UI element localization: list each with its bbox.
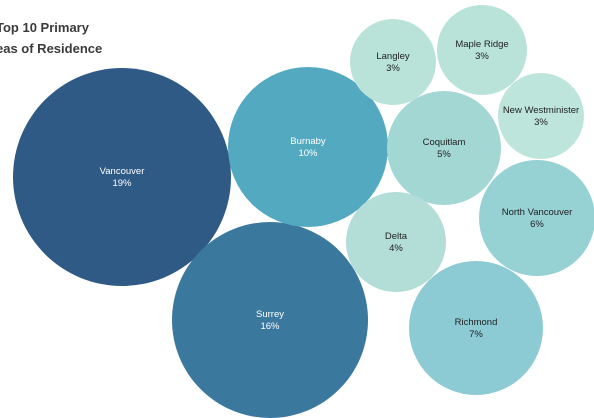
bubble-vancouver (13, 68, 231, 286)
bubble-richmond (409, 261, 543, 395)
bubble-north-vancouver (479, 160, 594, 276)
bubble-value-delta: 4% (389, 243, 403, 254)
bubble-coquitlam (387, 91, 501, 205)
chart-title-line-1: Top 10 Primary (0, 20, 90, 35)
chart-title: Top 10 Primary eas of Residence (0, 20, 102, 56)
bubble-name-surrey: Surrey (256, 309, 284, 320)
bubble-name-new-westminister: New Westminister (503, 105, 579, 116)
bubble-surrey (172, 222, 368, 418)
bubble-value-new-westminister: 3% (534, 117, 548, 128)
bubble-delta (346, 192, 446, 292)
chart-title-line-2: eas of Residence (0, 41, 102, 56)
bubble-value-maple-ridge: 3% (475, 51, 489, 62)
bubble-value-vancouver: 19% (112, 178, 132, 189)
bubble-name-vancouver: Vancouver (100, 166, 145, 177)
bubble-value-richmond: 7% (469, 329, 483, 340)
bubble-value-burnaby: 10% (298, 148, 318, 159)
bubble-name-delta: Delta (385, 231, 408, 242)
bubble-name-coquitlam: Coquitlam (423, 137, 466, 148)
bubble-value-coquitlam: 5% (437, 149, 451, 160)
bubble-new-westminister (498, 73, 584, 159)
bubble-value-surrey: 16% (260, 321, 280, 332)
bubble-name-north-vancouver: North Vancouver (502, 207, 573, 218)
bubble-name-langley: Langley (376, 51, 410, 62)
bubble-value-north-vancouver: 6% (530, 219, 544, 230)
bubble-value-langley: 3% (386, 63, 400, 74)
bubble-maple-ridge (437, 5, 527, 95)
bubble-name-richmond: Richmond (455, 317, 498, 328)
bubble-name-maple-ridge: Maple Ridge (455, 39, 508, 50)
bubble-langley (350, 19, 436, 105)
bubble-burnaby (228, 67, 388, 227)
bubble-name-burnaby: Burnaby (290, 136, 326, 147)
